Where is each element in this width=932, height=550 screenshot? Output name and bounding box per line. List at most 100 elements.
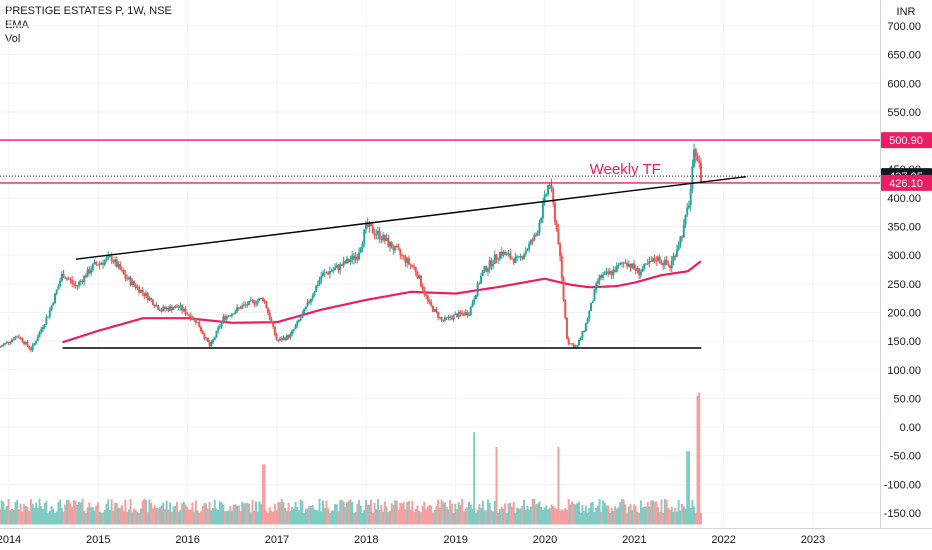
volume-bar	[615, 508, 618, 525]
candle-body	[81, 280, 84, 283]
trend-line[interactable]	[75, 175, 747, 260]
volume-bar	[521, 505, 524, 525]
candle-body	[631, 263, 634, 268]
volume-bar	[213, 499, 216, 525]
candle-body	[696, 156, 699, 161]
ema-indicator-label[interactable]: EMA	[5, 19, 29, 31]
volume-bar	[414, 509, 417, 525]
x-tick-label: 2018	[354, 534, 378, 546]
volume-bar	[497, 512, 500, 525]
price-axis-panel	[880, 0, 932, 550]
candle-body	[33, 343, 36, 346]
volume-bar	[519, 508, 522, 525]
candle-body	[632, 263, 635, 269]
candle-body	[43, 324, 46, 328]
candle-body	[239, 307, 242, 309]
candle-body	[419, 275, 422, 287]
candle-body	[524, 250, 527, 255]
candle-body	[490, 260, 493, 267]
candle-body	[629, 263, 632, 268]
candle-body	[548, 184, 551, 186]
volume-bar	[86, 507, 89, 525]
volume-bar	[148, 499, 151, 525]
candle-body	[148, 297, 151, 301]
volume-bar	[657, 507, 660, 525]
symbol-title[interactable]: PRESTIGE ESTATES P, 1W, NSE	[5, 5, 172, 17]
candle-body	[636, 268, 639, 271]
volume-bar	[457, 502, 460, 525]
volume-bar	[146, 512, 149, 525]
candle-body	[669, 265, 672, 269]
candle-body	[533, 234, 536, 241]
volume-bar	[638, 512, 641, 525]
volume-bar	[366, 504, 369, 525]
candle-body	[330, 271, 333, 273]
candle-body	[660, 262, 663, 264]
volume-bar	[602, 500, 605, 525]
volume-bar	[138, 512, 141, 525]
candle-body	[665, 259, 668, 265]
candle-body	[473, 299, 476, 304]
volume-bar	[468, 502, 471, 525]
candle-body	[615, 265, 618, 273]
volume-bar	[614, 506, 617, 525]
price-tag-426-10: 426.10	[889, 178, 923, 190]
volume-bar	[96, 502, 99, 525]
volume-bar	[303, 512, 306, 525]
volume-bar	[210, 510, 213, 525]
candle-body	[299, 317, 302, 321]
x-tick-label: 2015	[86, 534, 110, 546]
volume-bar	[342, 501, 345, 525]
volume-bar	[352, 512, 355, 525]
candle-body	[215, 330, 218, 338]
volume-bar	[36, 507, 39, 525]
volume-bar	[117, 508, 120, 525]
volume-bar	[177, 511, 180, 525]
volume-bar	[480, 508, 483, 525]
candle-body	[497, 258, 500, 260]
volume-bar	[586, 512, 589, 525]
candle-body	[483, 266, 486, 271]
volume-bar	[265, 510, 268, 525]
candle-body	[79, 280, 82, 282]
candle-body	[184, 308, 187, 315]
candle-body	[340, 264, 343, 266]
candle-body	[596, 280, 599, 284]
candle-body	[509, 253, 512, 259]
volume-bar	[179, 509, 182, 525]
candle-body	[301, 313, 304, 318]
volume-bar	[344, 506, 347, 525]
x-tick-label: 2016	[175, 534, 199, 546]
volume-bar	[510, 506, 513, 525]
volume-bar	[629, 504, 632, 525]
volume-bar	[406, 502, 409, 525]
candle-body	[280, 338, 283, 341]
candle-body	[426, 295, 429, 301]
candle-body	[189, 315, 192, 320]
volume-bar	[619, 501, 622, 525]
volume-bar	[538, 501, 541, 525]
volume-bar	[413, 512, 416, 525]
volume-bar	[120, 505, 123, 525]
candle-body	[529, 239, 532, 244]
candle-body	[502, 251, 505, 256]
volume-bar	[69, 503, 72, 525]
volume-bar	[449, 499, 452, 525]
volume-bar	[428, 504, 431, 525]
volume-bar	[17, 509, 20, 525]
y-tick-label: -50.00	[890, 451, 921, 463]
candle-body	[344, 260, 347, 264]
candle-body	[591, 300, 594, 303]
x-tick-label: 2021	[622, 534, 646, 546]
candle-body	[457, 311, 460, 318]
annotation-weekly-tf[interactable]: Weekly TF	[590, 161, 661, 178]
volume-bar	[605, 505, 608, 525]
volume-bar	[253, 511, 256, 525]
candle-body	[662, 263, 665, 266]
candle-body	[172, 308, 175, 311]
candle-body	[557, 228, 560, 245]
volume-bar	[275, 510, 278, 525]
candle-body	[115, 259, 118, 268]
volume-bar	[698, 392, 701, 525]
